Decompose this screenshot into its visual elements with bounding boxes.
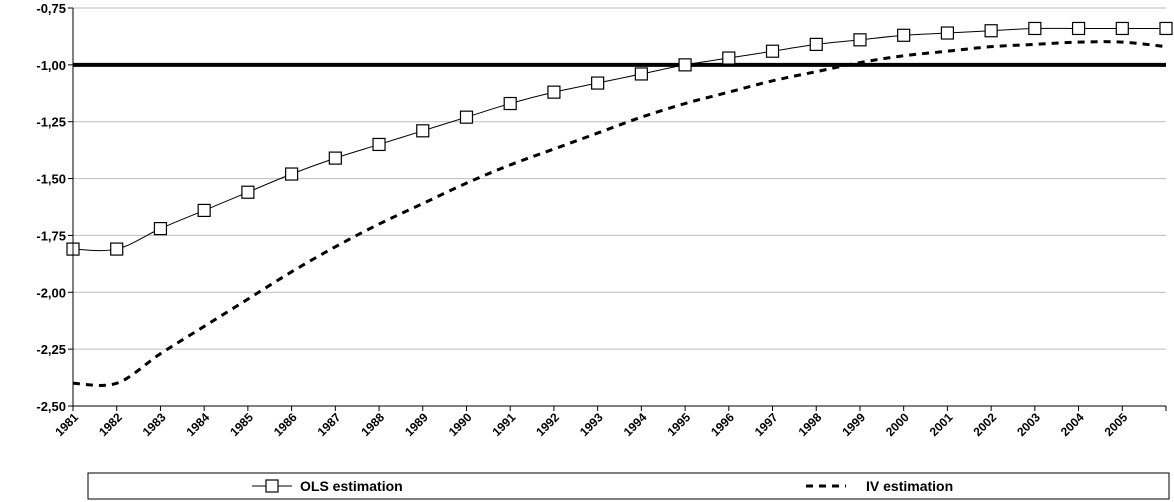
x-tick-label: 1981	[52, 410, 81, 439]
x-tick-label: 1994	[621, 410, 650, 439]
y-tick-label: -1,75	[36, 228, 66, 243]
x-tick-label: 1996	[708, 410, 737, 439]
legend-label-iv: IV estimation	[866, 478, 953, 494]
x-tick-label: 1992	[533, 410, 562, 439]
ols-point	[1115, 21, 1129, 36]
legend-box	[87, 472, 1170, 500]
y-tick-label: -1,50	[36, 172, 66, 187]
x-tick-label: 2003	[1014, 410, 1043, 439]
x-tick-label: 1988	[358, 410, 387, 439]
series-line-ols	[72, 27, 1166, 252]
ols-point	[110, 242, 124, 256]
ols-point	[547, 85, 561, 99]
x-tick-label: 1989	[402, 410, 431, 439]
x-tick-label: 2004	[1058, 410, 1087, 439]
x-tick-label: 1982	[96, 410, 125, 439]
series-group	[66, 21, 1173, 387]
y-tick-label: -1,00	[36, 58, 66, 73]
ols-point	[765, 44, 780, 58]
y-tick-label: -2,25	[36, 342, 66, 357]
ols-point	[940, 26, 955, 40]
x-tick-label: 2000	[883, 410, 912, 439]
x-tick-label: 1993	[577, 410, 606, 439]
legend-ols-marker	[265, 479, 279, 493]
axes	[68, 7, 1167, 411]
series-line-iv	[72, 40, 1167, 387]
x-tick-label: 2001	[927, 410, 956, 439]
ols-point	[897, 28, 911, 42]
ols-point	[809, 37, 823, 51]
x-tick-label: 1984	[183, 410, 212, 439]
y-tick-label: -2,50	[36, 399, 66, 414]
y-tick-labels: -0,75 -1,00 -1,25 -1,50 -1,75 -2,00 -2,25 -2,50	[36, 1, 66, 414]
ols-point	[372, 137, 386, 152]
ols-point	[328, 151, 342, 165]
ols-point	[459, 110, 474, 124]
x-tick-label: 1998	[796, 410, 825, 439]
y-tick-label: -0,75	[36, 1, 66, 16]
x-tick-label: 1987	[315, 410, 344, 439]
ols-point	[285, 167, 299, 181]
gridlines	[73, 7, 1166, 407]
y-tick-label: -2,00	[36, 285, 66, 300]
x-tick-label: 1985	[227, 410, 256, 439]
ols-point	[678, 58, 692, 72]
x-tick-labels: 1981 1982 1983 1984 1985 1986 1987 1988 1989 1990…	[52, 410, 1130, 439]
ols-point	[197, 203, 211, 218]
x-tick-label: 1999	[839, 410, 868, 439]
x-tick-label: 1997	[752, 410, 781, 439]
ols-point	[591, 76, 605, 90]
ols-point	[241, 185, 255, 199]
x-tick-label: 1986	[271, 410, 300, 439]
y-tick-label: -1,25	[36, 115, 66, 130]
ols-point	[153, 222, 168, 236]
x-tick-label: 1995	[664, 410, 693, 439]
ols-point	[722, 51, 736, 65]
x-tick-label: 1983	[140, 410, 169, 439]
ols-point	[634, 67, 648, 81]
x-tick-label: 2005	[1102, 410, 1131, 439]
ols-point	[1159, 21, 1173, 36]
ols-point	[503, 96, 517, 111]
ols-point	[984, 24, 998, 38]
ols-point	[416, 124, 430, 138]
legend-label-ols: OLS estimation	[300, 478, 403, 494]
x-tick-label: 1990	[446, 410, 475, 439]
ols-point	[853, 33, 867, 47]
ols-point	[1071, 21, 1086, 36]
ols-point	[1028, 21, 1042, 36]
legend: OLS estimation IV estimation	[87, 472, 1170, 500]
x-tick-label: 2002	[970, 410, 999, 439]
x-tick-label: 1991	[490, 410, 519, 439]
